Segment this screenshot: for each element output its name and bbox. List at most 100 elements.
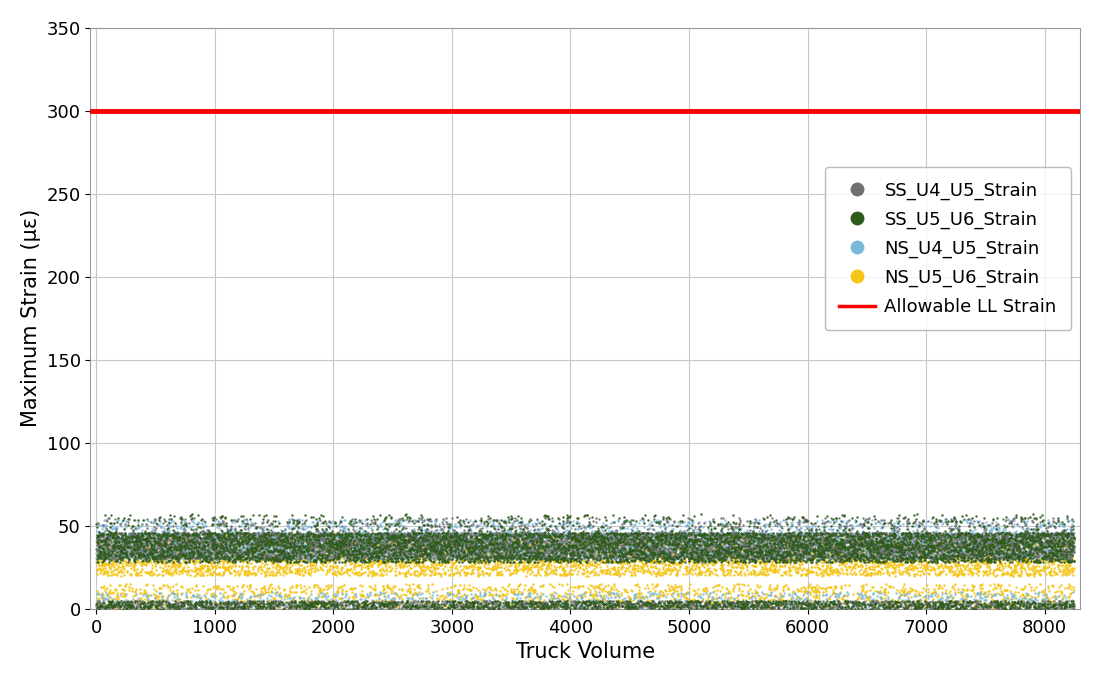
NS_U5_U6_Strain	[947, 540, 964, 551]
SS_U5_U6_Strain	[545, 543, 563, 554]
SS_U5_U6_Strain	[864, 553, 882, 563]
NS_U5_U6_Strain	[632, 552, 650, 563]
SS_U5_U6_Strain	[606, 542, 623, 553]
SS_U5_U6_Strain	[1026, 601, 1044, 612]
SS_U4_U5_Strain	[310, 535, 328, 546]
SS_U5_U6_Strain	[866, 598, 884, 609]
SS_U5_U6_Strain	[476, 547, 493, 558]
NS_U4_U5_Strain	[864, 523, 882, 534]
SS_U4_U5_Strain	[481, 596, 499, 607]
SS_U4_U5_Strain	[462, 546, 480, 557]
NS_U4_U5_Strain	[816, 549, 833, 560]
NS_U5_U6_Strain	[706, 543, 723, 554]
NS_U5_U6_Strain	[146, 553, 164, 564]
SS_U5_U6_Strain	[570, 535, 588, 546]
SS_U4_U5_Strain	[793, 598, 810, 609]
SS_U5_U6_Strain	[243, 554, 261, 565]
SS_U4_U5_Strain	[435, 521, 453, 532]
SS_U4_U5_Strain	[961, 518, 979, 529]
NS_U5_U6_Strain	[162, 600, 179, 611]
SS_U4_U5_Strain	[124, 602, 142, 613]
NS_U4_U5_Strain	[549, 544, 567, 555]
SS_U4_U5_Strain	[722, 535, 740, 546]
SS_U4_U5_Strain	[641, 550, 658, 561]
SS_U5_U6_Strain	[609, 598, 626, 609]
SS_U5_U6_Strain	[468, 530, 486, 541]
NS_U5_U6_Strain	[333, 593, 350, 604]
NS_U4_U5_Strain	[362, 552, 380, 563]
SS_U5_U6_Strain	[917, 551, 935, 562]
NS_U5_U6_Strain	[271, 569, 288, 580]
NS_U4_U5_Strain	[363, 537, 381, 548]
SS_U4_U5_Strain	[870, 516, 887, 527]
NS_U5_U6_Strain	[1059, 549, 1077, 560]
SS_U5_U6_Strain	[511, 553, 528, 563]
NS_U5_U6_Strain	[844, 550, 862, 561]
NS_U4_U5_Strain	[350, 546, 368, 557]
SS_U5_U6_Strain	[513, 527, 531, 538]
SS_U5_U6_Strain	[491, 550, 509, 561]
NS_U4_U5_Strain	[342, 545, 360, 556]
SS_U5_U6_Strain	[331, 547, 349, 558]
NS_U4_U5_Strain	[524, 550, 542, 561]
NS_U5_U6_Strain	[291, 568, 308, 579]
SS_U5_U6_Strain	[745, 533, 763, 544]
NS_U4_U5_Strain	[774, 531, 792, 542]
NS_U5_U6_Strain	[843, 551, 861, 562]
NS_U5_U6_Strain	[111, 544, 129, 555]
NS_U4_U5_Strain	[491, 528, 509, 539]
SS_U5_U6_Strain	[237, 553, 254, 563]
SS_U5_U6_Strain	[575, 529, 592, 540]
NS_U5_U6_Strain	[433, 535, 450, 546]
SS_U4_U5_Strain	[364, 518, 382, 529]
SS_U5_U6_Strain	[453, 530, 470, 541]
SS_U5_U6_Strain	[555, 542, 573, 553]
NS_U5_U6_Strain	[527, 535, 545, 546]
SS_U5_U6_Strain	[669, 529, 687, 540]
NS_U4_U5_Strain	[88, 594, 106, 605]
NS_U5_U6_Strain	[222, 548, 240, 559]
NS_U4_U5_Strain	[1027, 536, 1045, 547]
NS_U5_U6_Strain	[966, 557, 983, 568]
SS_U4_U5_Strain	[319, 546, 337, 557]
SS_U4_U5_Strain	[261, 535, 279, 546]
NS_U4_U5_Strain	[400, 540, 417, 551]
NS_U4_U5_Strain	[599, 532, 617, 543]
NS_U5_U6_Strain	[159, 553, 176, 564]
SS_U5_U6_Strain	[335, 602, 352, 613]
SS_U5_U6_Strain	[751, 529, 768, 540]
NS_U5_U6_Strain	[942, 564, 960, 575]
SS_U4_U5_Strain	[982, 595, 1000, 606]
SS_U4_U5_Strain	[217, 538, 235, 549]
NS_U4_U5_Strain	[355, 533, 372, 544]
SS_U5_U6_Strain	[199, 539, 217, 550]
NS_U5_U6_Strain	[751, 533, 768, 544]
NS_U4_U5_Strain	[589, 602, 607, 613]
SS_U4_U5_Strain	[508, 538, 525, 548]
SS_U5_U6_Strain	[218, 527, 236, 538]
SS_U5_U6_Strain	[933, 602, 950, 613]
NS_U5_U6_Strain	[849, 561, 866, 572]
SS_U5_U6_Strain	[752, 546, 770, 557]
SS_U5_U6_Strain	[621, 546, 639, 557]
SS_U5_U6_Strain	[145, 544, 163, 555]
NS_U5_U6_Strain	[696, 583, 713, 594]
SS_U5_U6_Strain	[437, 534, 455, 545]
NS_U4_U5_Strain	[466, 536, 483, 547]
SS_U4_U5_Strain	[493, 532, 511, 543]
SS_U4_U5_Strain	[889, 522, 906, 533]
NS_U4_U5_Strain	[894, 538, 912, 549]
SS_U4_U5_Strain	[443, 531, 460, 542]
NS_U4_U5_Strain	[229, 529, 247, 540]
SS_U4_U5_Strain	[1022, 544, 1039, 555]
NS_U5_U6_Strain	[933, 568, 950, 579]
SS_U5_U6_Strain	[249, 542, 266, 553]
NS_U5_U6_Strain	[554, 564, 571, 575]
NS_U4_U5_Strain	[857, 550, 874, 561]
NS_U5_U6_Strain	[822, 540, 840, 550]
NS_U4_U5_Strain	[342, 595, 360, 606]
NS_U4_U5_Strain	[497, 542, 514, 553]
NS_U4_U5_Strain	[699, 536, 717, 547]
NS_U5_U6_Strain	[510, 598, 527, 609]
NS_U5_U6_Strain	[880, 581, 897, 591]
